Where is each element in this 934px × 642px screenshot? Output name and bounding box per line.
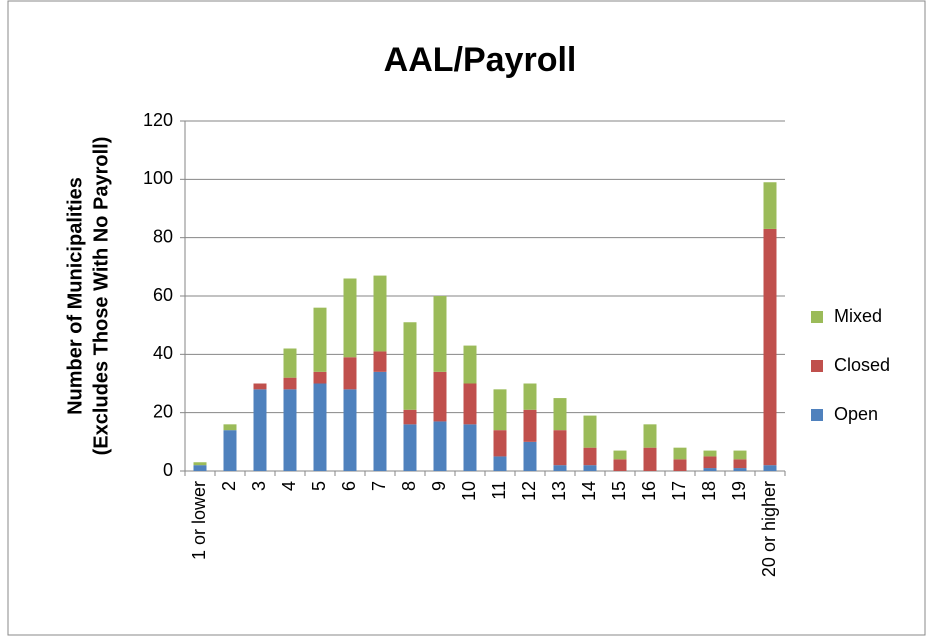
y-tick-label: 0 (163, 460, 173, 480)
bar-segment (193, 462, 207, 466)
bar-segment (313, 307, 327, 372)
bar-segment (283, 389, 297, 471)
bar-segment (373, 351, 387, 372)
bar-segment (193, 465, 207, 471)
bar-segment (283, 348, 297, 378)
x-tick-label: 6 (339, 481, 359, 491)
bar-segment (523, 441, 537, 471)
bar-segment (253, 389, 267, 471)
y-tick-label: 100 (143, 168, 173, 188)
bar-segment (673, 459, 687, 471)
legend-label: Open (834, 404, 878, 424)
x-tick-label: 2 (219, 481, 239, 491)
bar-segment (223, 430, 237, 471)
bar-segment (403, 409, 417, 425)
chart-title: AAL/Payroll (384, 41, 577, 79)
bar-segment (313, 383, 327, 471)
bar-segment (583, 415, 597, 448)
x-tick-label: 14 (579, 481, 599, 501)
bar-segment (373, 275, 387, 352)
x-tick-label: 8 (399, 481, 419, 491)
bar-segment (493, 430, 507, 457)
legend-label: Closed (834, 355, 890, 375)
bar-segment (463, 345, 477, 384)
x-tick-label: 18 (699, 481, 719, 501)
bar-segment (613, 450, 627, 460)
x-tick-label: 20 or higher (759, 481, 779, 577)
x-tick-label: 7 (369, 481, 389, 491)
legend-swatch (811, 409, 823, 421)
bar-segment (253, 383, 267, 390)
x-tick-label: 17 (669, 481, 689, 501)
bar-segment (583, 447, 597, 466)
legend-label: Mixed (834, 306, 882, 326)
legend-swatch (811, 311, 823, 323)
bar-segment (313, 371, 327, 384)
bar-segment (373, 371, 387, 471)
bar-segment (523, 383, 537, 410)
bar-segment (763, 182, 777, 229)
legend-swatch (811, 360, 823, 372)
x-tick-label: 5 (309, 481, 329, 491)
bar-segment (763, 465, 777, 471)
bar-segment (433, 421, 447, 471)
x-tick-label: 13 (549, 481, 569, 501)
y-axis-label: Number of Municipalities (64, 177, 86, 415)
bar-segment (403, 424, 417, 471)
bar-segment (463, 424, 477, 471)
bar-segment (763, 228, 777, 466)
bar-segment (343, 278, 357, 358)
y-tick-label: 40 (153, 343, 173, 363)
x-tick-label: 19 (729, 481, 749, 501)
bar-segment (643, 447, 657, 471)
bar-segment (583, 465, 597, 471)
bar-segment (673, 447, 687, 460)
bar-segment (493, 389, 507, 431)
x-tick-label: 12 (519, 481, 539, 501)
bar-segment (283, 377, 297, 390)
bar-segment (703, 456, 717, 469)
bar-segment (733, 450, 747, 460)
x-tick-label: 10 (459, 481, 479, 501)
y-axis-label: (Excludes Those With No Payroll) (90, 137, 112, 456)
bar-segment (523, 409, 537, 442)
bar-segment (703, 450, 717, 457)
bar-segment (553, 465, 567, 471)
bar-segment (703, 468, 717, 471)
bar-segment (553, 430, 567, 466)
y-tick-label: 80 (153, 226, 173, 246)
x-tick-label: 11 (489, 481, 509, 500)
bar-segment (643, 424, 657, 448)
bar-segment (493, 456, 507, 471)
bar-segment (733, 468, 747, 471)
y-tick-label: 20 (153, 401, 173, 421)
bar-segment (403, 322, 417, 410)
bar-segment (433, 371, 447, 422)
x-tick-label: 1 or lower (189, 481, 209, 560)
x-tick-label: 3 (249, 481, 269, 491)
bar-segment (433, 296, 447, 372)
bar-segment (343, 389, 357, 471)
bar-segment (613, 459, 627, 471)
x-tick-label: 15 (609, 481, 629, 501)
x-tick-label: 4 (279, 481, 299, 491)
chart-border (7, 0, 926, 636)
x-tick-label: 9 (429, 481, 449, 491)
bar-segment (223, 424, 237, 431)
y-tick-label: 60 (153, 285, 173, 305)
bar-segment (553, 398, 567, 431)
bar-segment (343, 357, 357, 390)
x-tick-label: 16 (639, 481, 659, 501)
y-tick-label: 120 (143, 110, 173, 130)
bar-segment (733, 459, 747, 469)
bar-segment (463, 383, 477, 425)
